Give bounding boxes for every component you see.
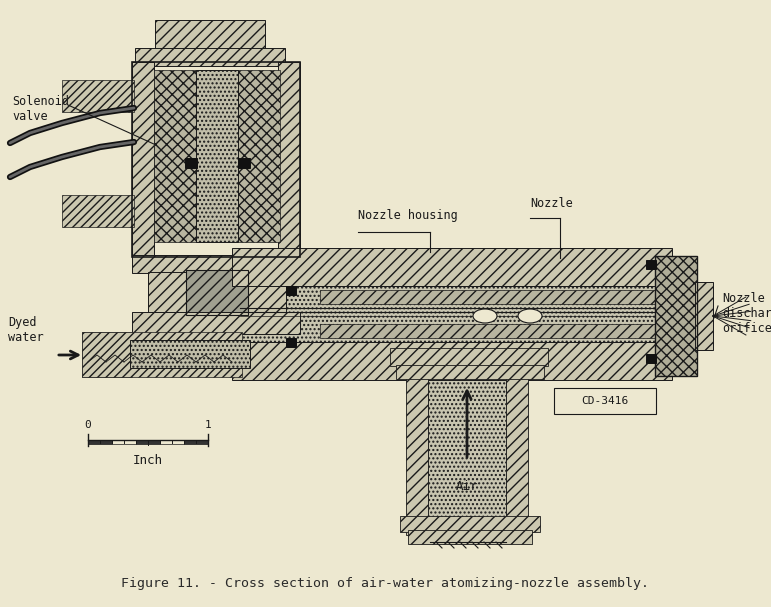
Bar bbox=[406, 360, 428, 535]
Text: Nozzle housing: Nozzle housing bbox=[358, 209, 458, 222]
Bar bbox=[286, 338, 296, 347]
Bar bbox=[186, 270, 248, 315]
Bar bbox=[132, 62, 154, 257]
Bar bbox=[62, 195, 134, 227]
Bar bbox=[136, 440, 160, 444]
Bar bbox=[396, 365, 544, 379]
Bar bbox=[286, 286, 296, 295]
Bar bbox=[185, 158, 197, 168]
Bar bbox=[155, 20, 265, 50]
Bar bbox=[196, 70, 238, 242]
Bar bbox=[408, 530, 532, 544]
Bar bbox=[82, 332, 132, 377]
Bar bbox=[248, 272, 286, 312]
Text: Figure 11. - Cross section of air-water atomizing-nozzle assembly.: Figure 11. - Cross section of air-water … bbox=[121, 577, 649, 589]
Text: Air: Air bbox=[456, 480, 478, 493]
Bar bbox=[135, 48, 285, 66]
Text: Dyed
water: Dyed water bbox=[8, 316, 44, 344]
Bar bbox=[82, 332, 242, 377]
Ellipse shape bbox=[473, 309, 497, 323]
FancyBboxPatch shape bbox=[554, 388, 656, 414]
Bar bbox=[148, 272, 186, 312]
Text: 1: 1 bbox=[204, 420, 211, 430]
Bar bbox=[132, 255, 300, 273]
Bar bbox=[278, 62, 300, 257]
Bar bbox=[320, 290, 660, 304]
Bar bbox=[240, 286, 670, 342]
Bar bbox=[186, 270, 248, 315]
Bar bbox=[154, 70, 196, 242]
Bar bbox=[320, 324, 660, 338]
Bar bbox=[112, 440, 136, 444]
Text: Nozzle: Nozzle bbox=[530, 197, 573, 210]
Bar bbox=[695, 282, 713, 350]
Bar bbox=[400, 516, 540, 532]
Bar bbox=[646, 260, 656, 269]
Bar bbox=[428, 358, 506, 536]
Bar bbox=[655, 256, 697, 376]
Bar bbox=[62, 80, 134, 112]
Ellipse shape bbox=[518, 309, 542, 323]
Bar bbox=[88, 440, 112, 444]
Text: Inch: Inch bbox=[133, 454, 163, 467]
Bar bbox=[132, 62, 300, 257]
Text: Solenoid
valve: Solenoid valve bbox=[12, 95, 69, 123]
Bar bbox=[232, 342, 672, 380]
Bar bbox=[130, 340, 250, 368]
Bar bbox=[390, 348, 548, 366]
Bar bbox=[132, 312, 300, 334]
Bar bbox=[506, 360, 528, 535]
Bar bbox=[184, 440, 208, 444]
Text: CD-3416: CD-3416 bbox=[581, 396, 628, 406]
Bar bbox=[646, 354, 656, 363]
Text: 0: 0 bbox=[85, 420, 92, 430]
Bar bbox=[238, 70, 280, 242]
Bar bbox=[655, 256, 697, 376]
Bar bbox=[238, 158, 250, 168]
Bar bbox=[160, 440, 184, 444]
Text: Nozzle
discharge
orifice: Nozzle discharge orifice bbox=[722, 292, 771, 335]
Bar bbox=[202, 312, 232, 347]
Bar bbox=[232, 248, 672, 286]
